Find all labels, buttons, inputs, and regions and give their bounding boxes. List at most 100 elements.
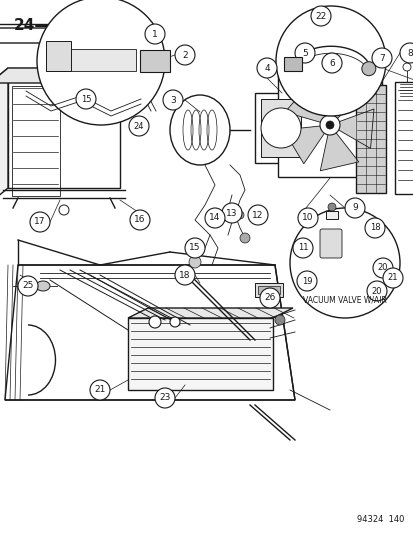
Circle shape [372, 258, 392, 278]
Text: 4: 4 [263, 63, 269, 72]
Text: 20: 20 [371, 287, 381, 295]
Circle shape [240, 233, 249, 243]
Text: 5: 5 [301, 49, 307, 58]
Circle shape [344, 198, 364, 218]
Circle shape [163, 90, 183, 110]
Circle shape [235, 211, 243, 219]
Ellipse shape [20, 281, 34, 291]
FancyBboxPatch shape [260, 99, 300, 157]
FancyBboxPatch shape [254, 93, 306, 163]
Text: 13: 13 [225, 208, 237, 217]
Polygon shape [128, 308, 292, 318]
Circle shape [259, 288, 279, 308]
Polygon shape [320, 125, 358, 171]
Circle shape [325, 121, 333, 129]
Circle shape [274, 315, 284, 325]
FancyBboxPatch shape [394, 82, 413, 194]
Circle shape [289, 208, 399, 318]
Circle shape [145, 24, 165, 44]
Text: 18: 18 [369, 223, 380, 232]
Circle shape [185, 238, 204, 258]
Polygon shape [329, 109, 373, 148]
Text: 22: 22 [315, 12, 326, 20]
Text: 6: 6 [328, 59, 334, 68]
Circle shape [310, 6, 330, 26]
Text: 2: 2 [182, 51, 188, 60]
FancyBboxPatch shape [355, 85, 385, 193]
Circle shape [30, 212, 50, 232]
Polygon shape [0, 68, 120, 83]
Text: 16: 16 [134, 215, 145, 224]
Circle shape [18, 276, 38, 296]
FancyBboxPatch shape [319, 229, 341, 258]
Ellipse shape [36, 281, 50, 291]
Circle shape [189, 256, 201, 268]
Circle shape [256, 58, 276, 78]
Text: 25: 25 [22, 281, 33, 290]
Circle shape [154, 388, 175, 408]
Circle shape [180, 268, 190, 278]
FancyBboxPatch shape [325, 211, 337, 219]
Text: 18: 18 [179, 271, 190, 279]
Text: 8: 8 [406, 49, 412, 58]
FancyBboxPatch shape [257, 286, 279, 294]
FancyBboxPatch shape [128, 318, 272, 390]
Ellipse shape [170, 95, 230, 165]
Circle shape [170, 317, 180, 327]
Circle shape [292, 238, 312, 258]
Circle shape [204, 208, 224, 228]
FancyBboxPatch shape [46, 49, 136, 71]
Text: VACUUM VALVE W/AIR: VACUUM VALVE W/AIR [302, 295, 386, 304]
Text: 23: 23 [159, 393, 170, 402]
Circle shape [297, 208, 317, 228]
Circle shape [382, 268, 402, 288]
Text: 20: 20 [377, 263, 387, 272]
Circle shape [260, 108, 300, 148]
Text: 12: 12 [252, 211, 263, 220]
Text: 15: 15 [81, 94, 91, 103]
Circle shape [361, 62, 375, 76]
Polygon shape [5, 265, 294, 400]
Text: 21: 21 [94, 385, 105, 394]
Polygon shape [283, 125, 329, 164]
Text: 10: 10 [301, 214, 313, 222]
Circle shape [130, 210, 150, 230]
Circle shape [247, 205, 267, 225]
Circle shape [321, 53, 341, 73]
Text: 24: 24 [133, 122, 144, 131]
Text: 11: 11 [297, 244, 308, 253]
Text: 24—40: 24—40 [14, 18, 72, 33]
FancyBboxPatch shape [46, 41, 71, 71]
Text: 19: 19 [301, 277, 311, 286]
Polygon shape [284, 82, 329, 125]
Text: 26: 26 [263, 294, 275, 303]
Text: 7: 7 [378, 53, 384, 62]
Circle shape [366, 281, 386, 301]
Circle shape [76, 89, 96, 109]
Text: 15: 15 [189, 244, 200, 253]
Circle shape [294, 43, 314, 63]
FancyBboxPatch shape [8, 68, 120, 188]
Text: 17: 17 [34, 217, 46, 227]
Circle shape [364, 218, 384, 238]
Circle shape [90, 380, 110, 400]
Circle shape [371, 48, 391, 68]
Circle shape [275, 6, 385, 116]
Text: 3: 3 [170, 95, 176, 104]
FancyBboxPatch shape [140, 50, 170, 72]
Text: 1: 1 [152, 29, 157, 38]
Circle shape [399, 43, 413, 63]
Text: 14: 14 [209, 214, 220, 222]
Circle shape [296, 271, 316, 291]
Circle shape [129, 116, 149, 136]
Circle shape [175, 265, 195, 285]
Circle shape [59, 205, 69, 215]
Text: 9: 9 [351, 204, 357, 213]
Circle shape [149, 316, 161, 328]
Circle shape [175, 45, 195, 65]
Polygon shape [0, 68, 8, 203]
Circle shape [221, 203, 242, 223]
FancyBboxPatch shape [277, 73, 381, 177]
Text: 21: 21 [387, 273, 397, 282]
Text: 94324  140: 94324 140 [356, 515, 403, 524]
